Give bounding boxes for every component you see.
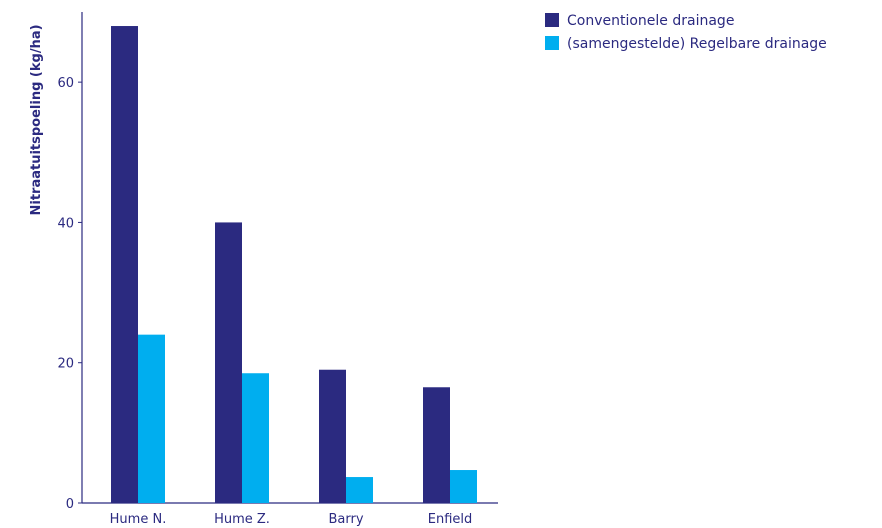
y-ticks: 0 20 40 60 xyxy=(57,76,82,512)
legend-label: Conventionele drainage xyxy=(567,13,734,29)
bar-conventional-3 xyxy=(423,387,450,503)
x-tick-label: Barry xyxy=(328,512,363,527)
y-tick-label: 20 xyxy=(57,357,74,372)
bars xyxy=(111,26,477,504)
bar-controlled-0 xyxy=(138,334,165,503)
y-tick-label: 0 xyxy=(66,497,74,512)
bar-controlled-2 xyxy=(346,477,373,503)
legend-swatch xyxy=(545,13,559,27)
x-ticks: Hume N. Hume Z. Barry Enfield xyxy=(110,512,473,527)
legend-label: (samengestelde) Regelbare drainage xyxy=(567,36,827,52)
legend: Conventionele drainage (samengestelde) Re… xyxy=(545,13,827,52)
x-tick-label: Hume Z. xyxy=(214,512,270,527)
y-tick-label: 40 xyxy=(57,216,74,231)
x-tick-label: Enfield xyxy=(428,512,473,527)
x-tick-label: Hume N. xyxy=(110,512,167,527)
y-axis-label: Nitraatuitspoeling (kg/ha) xyxy=(29,24,44,215)
bar-controlled-1 xyxy=(242,373,269,503)
bar-conventional-2 xyxy=(319,369,346,503)
y-tick-label: 60 xyxy=(57,76,74,91)
bar-controlled-3 xyxy=(450,470,477,503)
bar-conventional-1 xyxy=(215,222,242,503)
legend-swatch xyxy=(545,36,559,50)
bar-conventional-0 xyxy=(111,26,138,504)
